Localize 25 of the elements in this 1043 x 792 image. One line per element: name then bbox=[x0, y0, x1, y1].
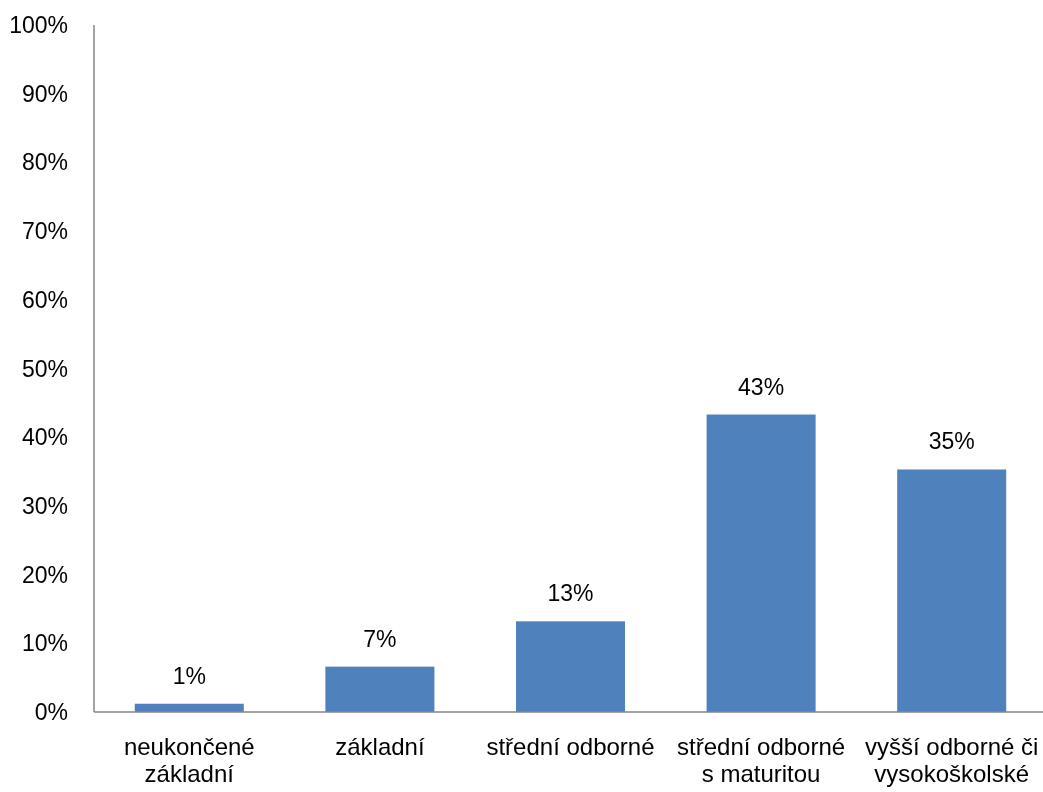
data-label: 13% bbox=[547, 580, 594, 607]
y-tick-label: 40% bbox=[21, 424, 68, 451]
data-label: 7% bbox=[363, 625, 397, 652]
x-tick-label: neukončené základní bbox=[123, 733, 255, 787]
y-tick-label: 0% bbox=[34, 699, 68, 725]
bar bbox=[706, 414, 816, 712]
x-tick-label: střední odborné s maturitou bbox=[677, 733, 846, 787]
data-label: 43% bbox=[738, 373, 785, 400]
x-tick-label: střední odborné bbox=[486, 733, 655, 760]
data-label: 35% bbox=[928, 428, 975, 455]
data-label: 1% bbox=[172, 662, 206, 689]
x-tick-label: vyšší odborné či vysokoškolské bbox=[864, 733, 1039, 787]
y-tick-label: 100% bbox=[9, 12, 68, 38]
y-tick-label: 10% bbox=[21, 630, 68, 657]
y-tick-label: 20% bbox=[21, 561, 68, 588]
x-tick-label: základní bbox=[335, 733, 425, 760]
y-tick-label: 90% bbox=[21, 80, 68, 107]
bar bbox=[897, 469, 1007, 712]
y-tick-label: 30% bbox=[21, 492, 68, 519]
bar bbox=[325, 666, 435, 712]
y-tick-label: 50% bbox=[21, 355, 68, 382]
bar bbox=[515, 621, 626, 712]
y-tick-label: 80% bbox=[21, 149, 68, 176]
y-tick-label: 70% bbox=[21, 218, 68, 245]
y-tick-label: 60% bbox=[21, 286, 68, 313]
